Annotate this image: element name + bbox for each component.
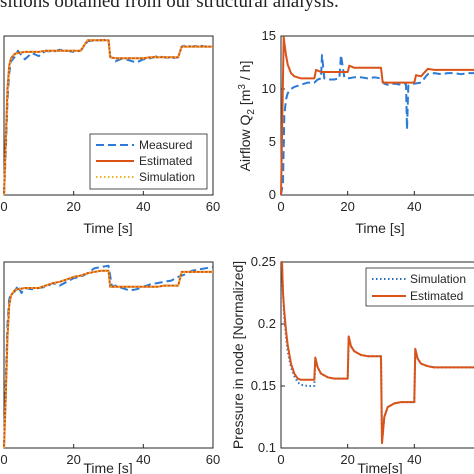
x-tick-label: 0 (0, 452, 7, 467)
series-line-estimated (3, 269, 213, 449)
x-tick-label: 20 (66, 199, 80, 214)
series-group (280, 36, 474, 196)
y-axis-label: Airflow Q2 [m3 / h] (237, 61, 257, 172)
y-label-superscript: 3 (237, 84, 248, 90)
y-tick-label: 0.1 (258, 440, 276, 455)
panel-bottom-left: 0 20 40 60 Time [s] (0, 261, 220, 474)
y-axis-label: Pressure in node [Normalized] (230, 261, 246, 449)
y-tick-label: 0.2 (258, 316, 276, 331)
x-ticks: 0 20 40 60 (0, 444, 220, 467)
legend-label-simulation: Simulation (410, 272, 466, 286)
series-line-estimated (280, 36, 474, 196)
series-line-estimated (3, 39, 213, 196)
series-group (3, 264, 214, 449)
series-line-estimated (281, 261, 474, 444)
caption-text: sitions obtained from our structural ana… (0, 0, 339, 12)
x-tick-label: 20 (340, 452, 354, 467)
y-tick-label: 0.25 (251, 254, 276, 269)
y-label-main: Airflow Q (237, 114, 253, 171)
y-label-unit: [m (237, 90, 253, 109)
x-tick-label: 40 (136, 452, 150, 467)
x-ticks: 0 20 40 60 (0, 191, 220, 214)
y-tick-label: 0.15 (251, 378, 276, 393)
series-group (281, 261, 474, 444)
y-label-subscript: 2 (246, 109, 257, 115)
panel-top-right: 0 20 40 0 5 10 15 Time [s] Airflow Q2 [m3 / h] (237, 28, 474, 236)
x-tick-label: 0 (0, 199, 7, 214)
x-tick-label: 40 (136, 199, 150, 214)
legend: Measured Estimated Simulation (89, 133, 208, 190)
x-tick-label: 40 (407, 452, 421, 467)
legend-label-estimated: Estimated (139, 154, 192, 168)
x-tick-label: 20 (340, 199, 354, 214)
x-tick-label: 0 (277, 199, 284, 214)
x-tick-label: 60 (206, 199, 220, 214)
axis-ticks: 0 20 40 0.1 0.15 0.2 0.25 (251, 254, 422, 467)
axis-ticks: 0 20 40 0 5 10 15 (262, 28, 422, 214)
panel-top-left: 0 20 40 60 Time [s] Measured Estimated Simu… (0, 35, 220, 236)
panel-bottom-right: 0 20 40 0.1 0.15 0.2 0.25 Time[s] Pressure in … (230, 254, 474, 474)
x-axis-label: Time [s] (83, 220, 132, 236)
plot-frame (280, 261, 474, 449)
y-label-unit-end: / h] (237, 61, 253, 84)
x-tick-label: 40 (407, 199, 421, 214)
plot-frame (3, 35, 214, 196)
legend-label-simulation: Simulation (139, 170, 195, 184)
series-group (3, 38, 213, 196)
x-tick-label: 0 (277, 452, 284, 467)
x-axis-label: Time [s] (83, 460, 132, 474)
x-axis-label: Time[s] (357, 460, 402, 474)
series-line-measured (3, 264, 214, 449)
x-tick-label: 20 (66, 452, 80, 467)
series-line-measured (280, 54, 474, 196)
series-line-simulation (3, 269, 213, 449)
legend-box (365, 267, 474, 307)
plot-frame (3, 261, 214, 449)
legend-label-measured: Measured (139, 138, 192, 152)
plot-frame (280, 35, 474, 196)
y-tick-label: 15 (262, 28, 276, 43)
y-tick-label: 10 (262, 81, 276, 96)
x-tick-label: 60 (206, 452, 220, 467)
legend: Simulation Estimated (365, 267, 474, 307)
y-tick-label: 0 (269, 187, 276, 202)
y-tick-label: 5 (269, 134, 276, 149)
legend-label-estimated: Estimated (410, 289, 463, 303)
x-axis-label: Time [s] (355, 220, 404, 236)
